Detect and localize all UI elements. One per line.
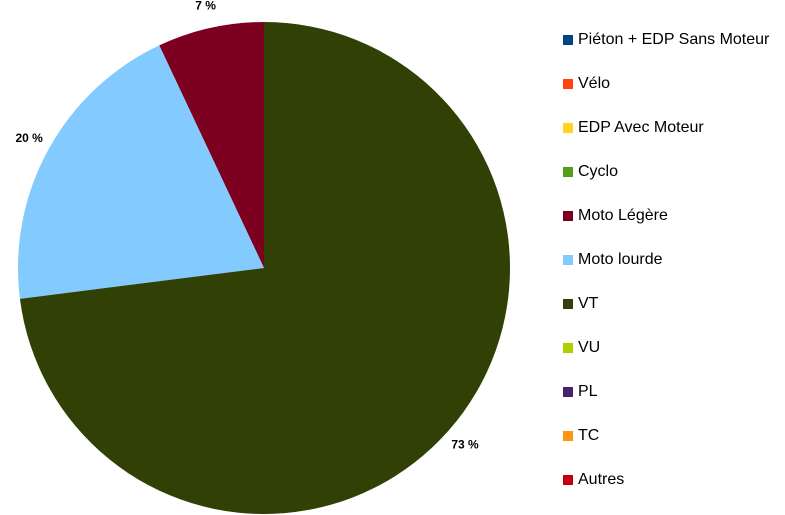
legend-label: Vélo: [578, 75, 611, 92]
legend-item: Piéton + EDP Sans Moteur: [578, 31, 770, 48]
legend-swatch: [563, 79, 573, 89]
legend-item: Autres: [578, 471, 625, 488]
legend-item: EDP Avec Moteur: [578, 119, 704, 136]
legend-swatch: [563, 35, 573, 45]
legend-item: Cyclo: [578, 163, 619, 180]
pie-slice: [17, 45, 264, 299]
legend-swatch: [563, 299, 573, 309]
legend-item: TC: [578, 427, 600, 444]
legend-label: VU: [578, 339, 601, 356]
legend-item: Moto Légère: [578, 207, 668, 224]
value-label: 7 %: [195, 0, 216, 13]
value-label: 20 %: [15, 131, 43, 145]
legend-swatch: [563, 431, 573, 441]
legend-label: Cyclo: [578, 163, 619, 180]
pie-slice: [159, 22, 264, 268]
legend-label: Moto Légère: [578, 207, 668, 224]
legend-label: EDP Avec Moteur: [578, 119, 704, 136]
legend-label: Autres: [578, 471, 625, 488]
legend-swatch: [563, 167, 573, 177]
legend-swatch: [563, 387, 573, 397]
legend-item: Vélo: [578, 75, 611, 92]
legend-label: Moto lourde: [578, 251, 663, 268]
legend-item: PL: [578, 383, 598, 400]
legend-swatch: [563, 211, 573, 221]
legend-label: Piéton + EDP Sans Moteur: [578, 31, 770, 48]
legend-swatch: [563, 343, 573, 353]
legend-swatch: [563, 475, 573, 485]
pie-slice: [19, 22, 510, 514]
legend-swatch: [563, 123, 573, 133]
legend-label: TC: [578, 427, 600, 444]
legend-item: Moto lourde: [578, 251, 663, 268]
legend-label: VT: [578, 295, 599, 312]
value-label: 73 %: [451, 437, 479, 451]
legend-item: VU: [578, 339, 601, 356]
legend-item: VT: [578, 295, 599, 312]
legend-swatch: [563, 255, 573, 265]
legend-label: PL: [578, 383, 598, 400]
